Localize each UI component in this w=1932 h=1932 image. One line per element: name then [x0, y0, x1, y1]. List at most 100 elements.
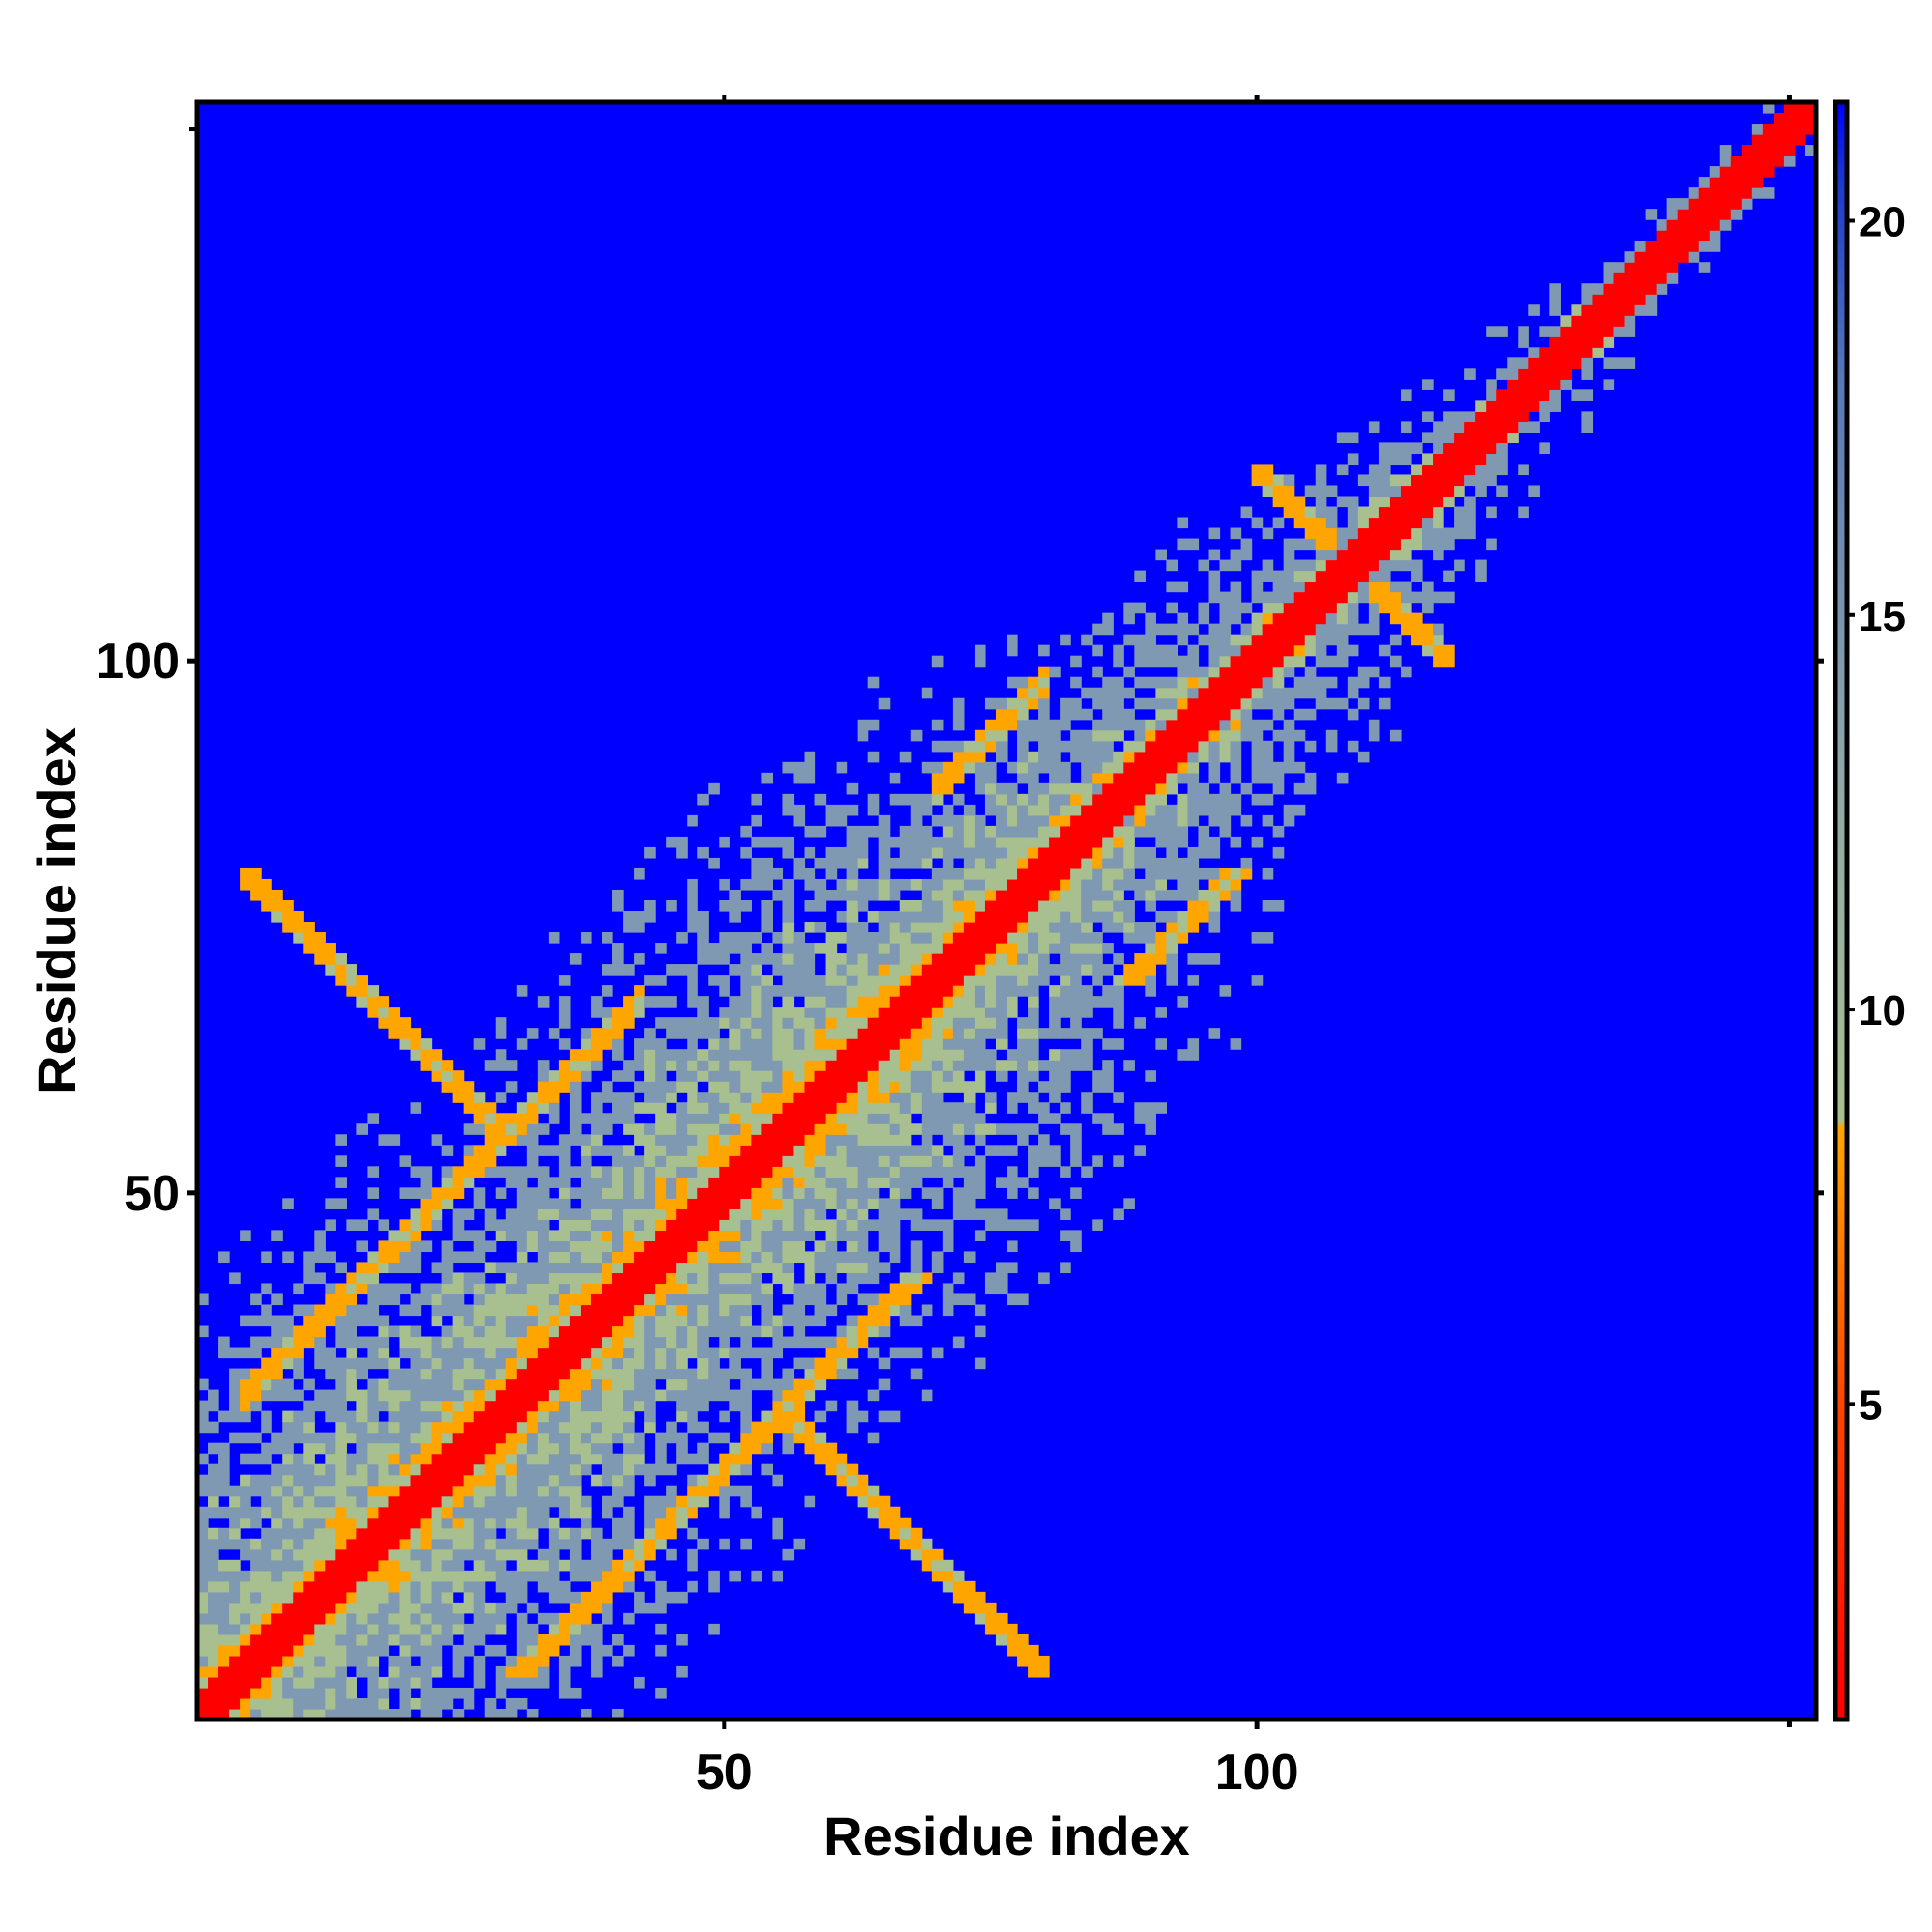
heatmap-cell [867, 911, 880, 923]
heatmap-cell [666, 1060, 677, 1071]
heatmap-cell [441, 1400, 454, 1412]
heatmap-cell [719, 1007, 730, 1018]
heatmap-cell [325, 1453, 336, 1465]
heatmap-cell [814, 878, 827, 891]
heatmap-cell [463, 1251, 475, 1264]
heatmap-cell [623, 1644, 635, 1657]
heatmap-cell [931, 911, 944, 923]
heatmap-cell [1007, 878, 1018, 891]
heatmap-cell [878, 1230, 891, 1241]
heatmap-cell [1571, 326, 1583, 337]
heatmap-cell [548, 1634, 560, 1646]
heatmap-cell [931, 1570, 944, 1582]
heatmap-cell [793, 1017, 806, 1029]
heatmap-cell [1443, 389, 1455, 401]
heatmap-cell [974, 1070, 986, 1082]
heatmap-cell [495, 1145, 507, 1156]
heatmap-cell [590, 1283, 603, 1295]
heatmap-cell [1038, 804, 1050, 816]
heatmap-cell [558, 1357, 571, 1370]
heatmap-cell [325, 1389, 336, 1402]
heatmap-cell [889, 1070, 901, 1082]
heatmap-cell [910, 1028, 923, 1039]
heatmap-cell [473, 1325, 486, 1338]
heatmap-cell [484, 1208, 497, 1220]
heatmap-cell [751, 1219, 762, 1231]
heatmap-cell [271, 1655, 283, 1667]
heatmap-cell [751, 1347, 762, 1359]
heatmap-cell [1378, 644, 1391, 657]
heatmap-cell [761, 1421, 774, 1434]
heatmap-cell [910, 1272, 923, 1285]
heatmap-cell [814, 889, 827, 901]
heatmap-cell [857, 1495, 869, 1508]
heatmap-cell [644, 1230, 656, 1241]
heatmap-cell [931, 1007, 944, 1018]
heatmap-cell [1389, 729, 1402, 742]
heatmap-cell [634, 1676, 645, 1689]
heatmap-cell [1028, 751, 1039, 763]
heatmap-cell [687, 1474, 698, 1487]
heatmap-cell [814, 975, 827, 986]
heatmap-cell [793, 1007, 806, 1018]
heatmap-cell [250, 867, 262, 880]
heatmap-cell [314, 1517, 326, 1529]
heatmap-cell [772, 1123, 784, 1135]
heatmap-cell [676, 1634, 688, 1646]
heatmap-cell [676, 1495, 688, 1508]
heatmap-cell [814, 1283, 827, 1295]
heatmap-cell [516, 1538, 528, 1550]
heatmap-cell [751, 1155, 762, 1167]
heatmap-cell [963, 964, 976, 976]
heatmap-cell [1177, 836, 1189, 848]
heatmap-cell [420, 1347, 433, 1359]
heatmap-cell [846, 1240, 859, 1253]
heatmap-cell [1549, 326, 1561, 337]
heatmap-cell [676, 846, 688, 859]
heatmap-cell [1507, 411, 1519, 422]
heatmap-cell [516, 1400, 528, 1412]
heatmap-cell [271, 1315, 283, 1327]
heatmap-cell [590, 1134, 603, 1146]
heatmap-cell [931, 836, 944, 848]
heatmap-cell [772, 953, 784, 965]
heatmap-cell [687, 1378, 698, 1391]
heatmap-cell [1581, 294, 1594, 305]
heatmap-cell [687, 1304, 698, 1317]
heatmap-cell [804, 1357, 816, 1370]
heatmap-cell [1060, 1007, 1071, 1018]
heatmap-cell [240, 1410, 251, 1423]
heatmap-cell [974, 1028, 986, 1039]
heatmap-cell [1325, 612, 1338, 625]
heatmap-cell [995, 996, 1008, 1008]
heatmap-cell [942, 1123, 954, 1135]
heatmap-cell [1666, 262, 1679, 273]
heatmap-cell [814, 1070, 827, 1082]
heatmap-cell [526, 1570, 539, 1582]
heatmap-cell [931, 932, 944, 944]
heatmap-cell [857, 1474, 869, 1487]
heatmap-cell [1155, 708, 1167, 721]
heatmap-cell [1709, 198, 1721, 210]
heatmap-cell [687, 1410, 698, 1423]
heatmap-cell [1102, 857, 1114, 869]
heatmap-cell [240, 1570, 251, 1582]
heatmap-cell [910, 932, 923, 944]
heatmap-cell [516, 1262, 528, 1274]
heatmap-cell [516, 1612, 528, 1625]
heatmap-cell [526, 1230, 539, 1241]
heatmap-cell [846, 1262, 859, 1274]
heatmap-cell [399, 1230, 412, 1241]
heatmap-cell [867, 1123, 880, 1135]
heatmap-cell [526, 1347, 539, 1359]
heatmap-cell [1113, 1155, 1124, 1167]
heatmap-cell [388, 1559, 401, 1572]
heatmap-cell [495, 1028, 507, 1039]
heatmap-cell [729, 1283, 741, 1295]
heatmap-cell [1336, 634, 1349, 646]
heatmap-cell [899, 1283, 912, 1295]
heatmap-cell [782, 1272, 795, 1285]
heatmap-cell [1049, 825, 1061, 838]
heatmap-cell [526, 1102, 539, 1114]
heatmap-cell [261, 1676, 272, 1689]
